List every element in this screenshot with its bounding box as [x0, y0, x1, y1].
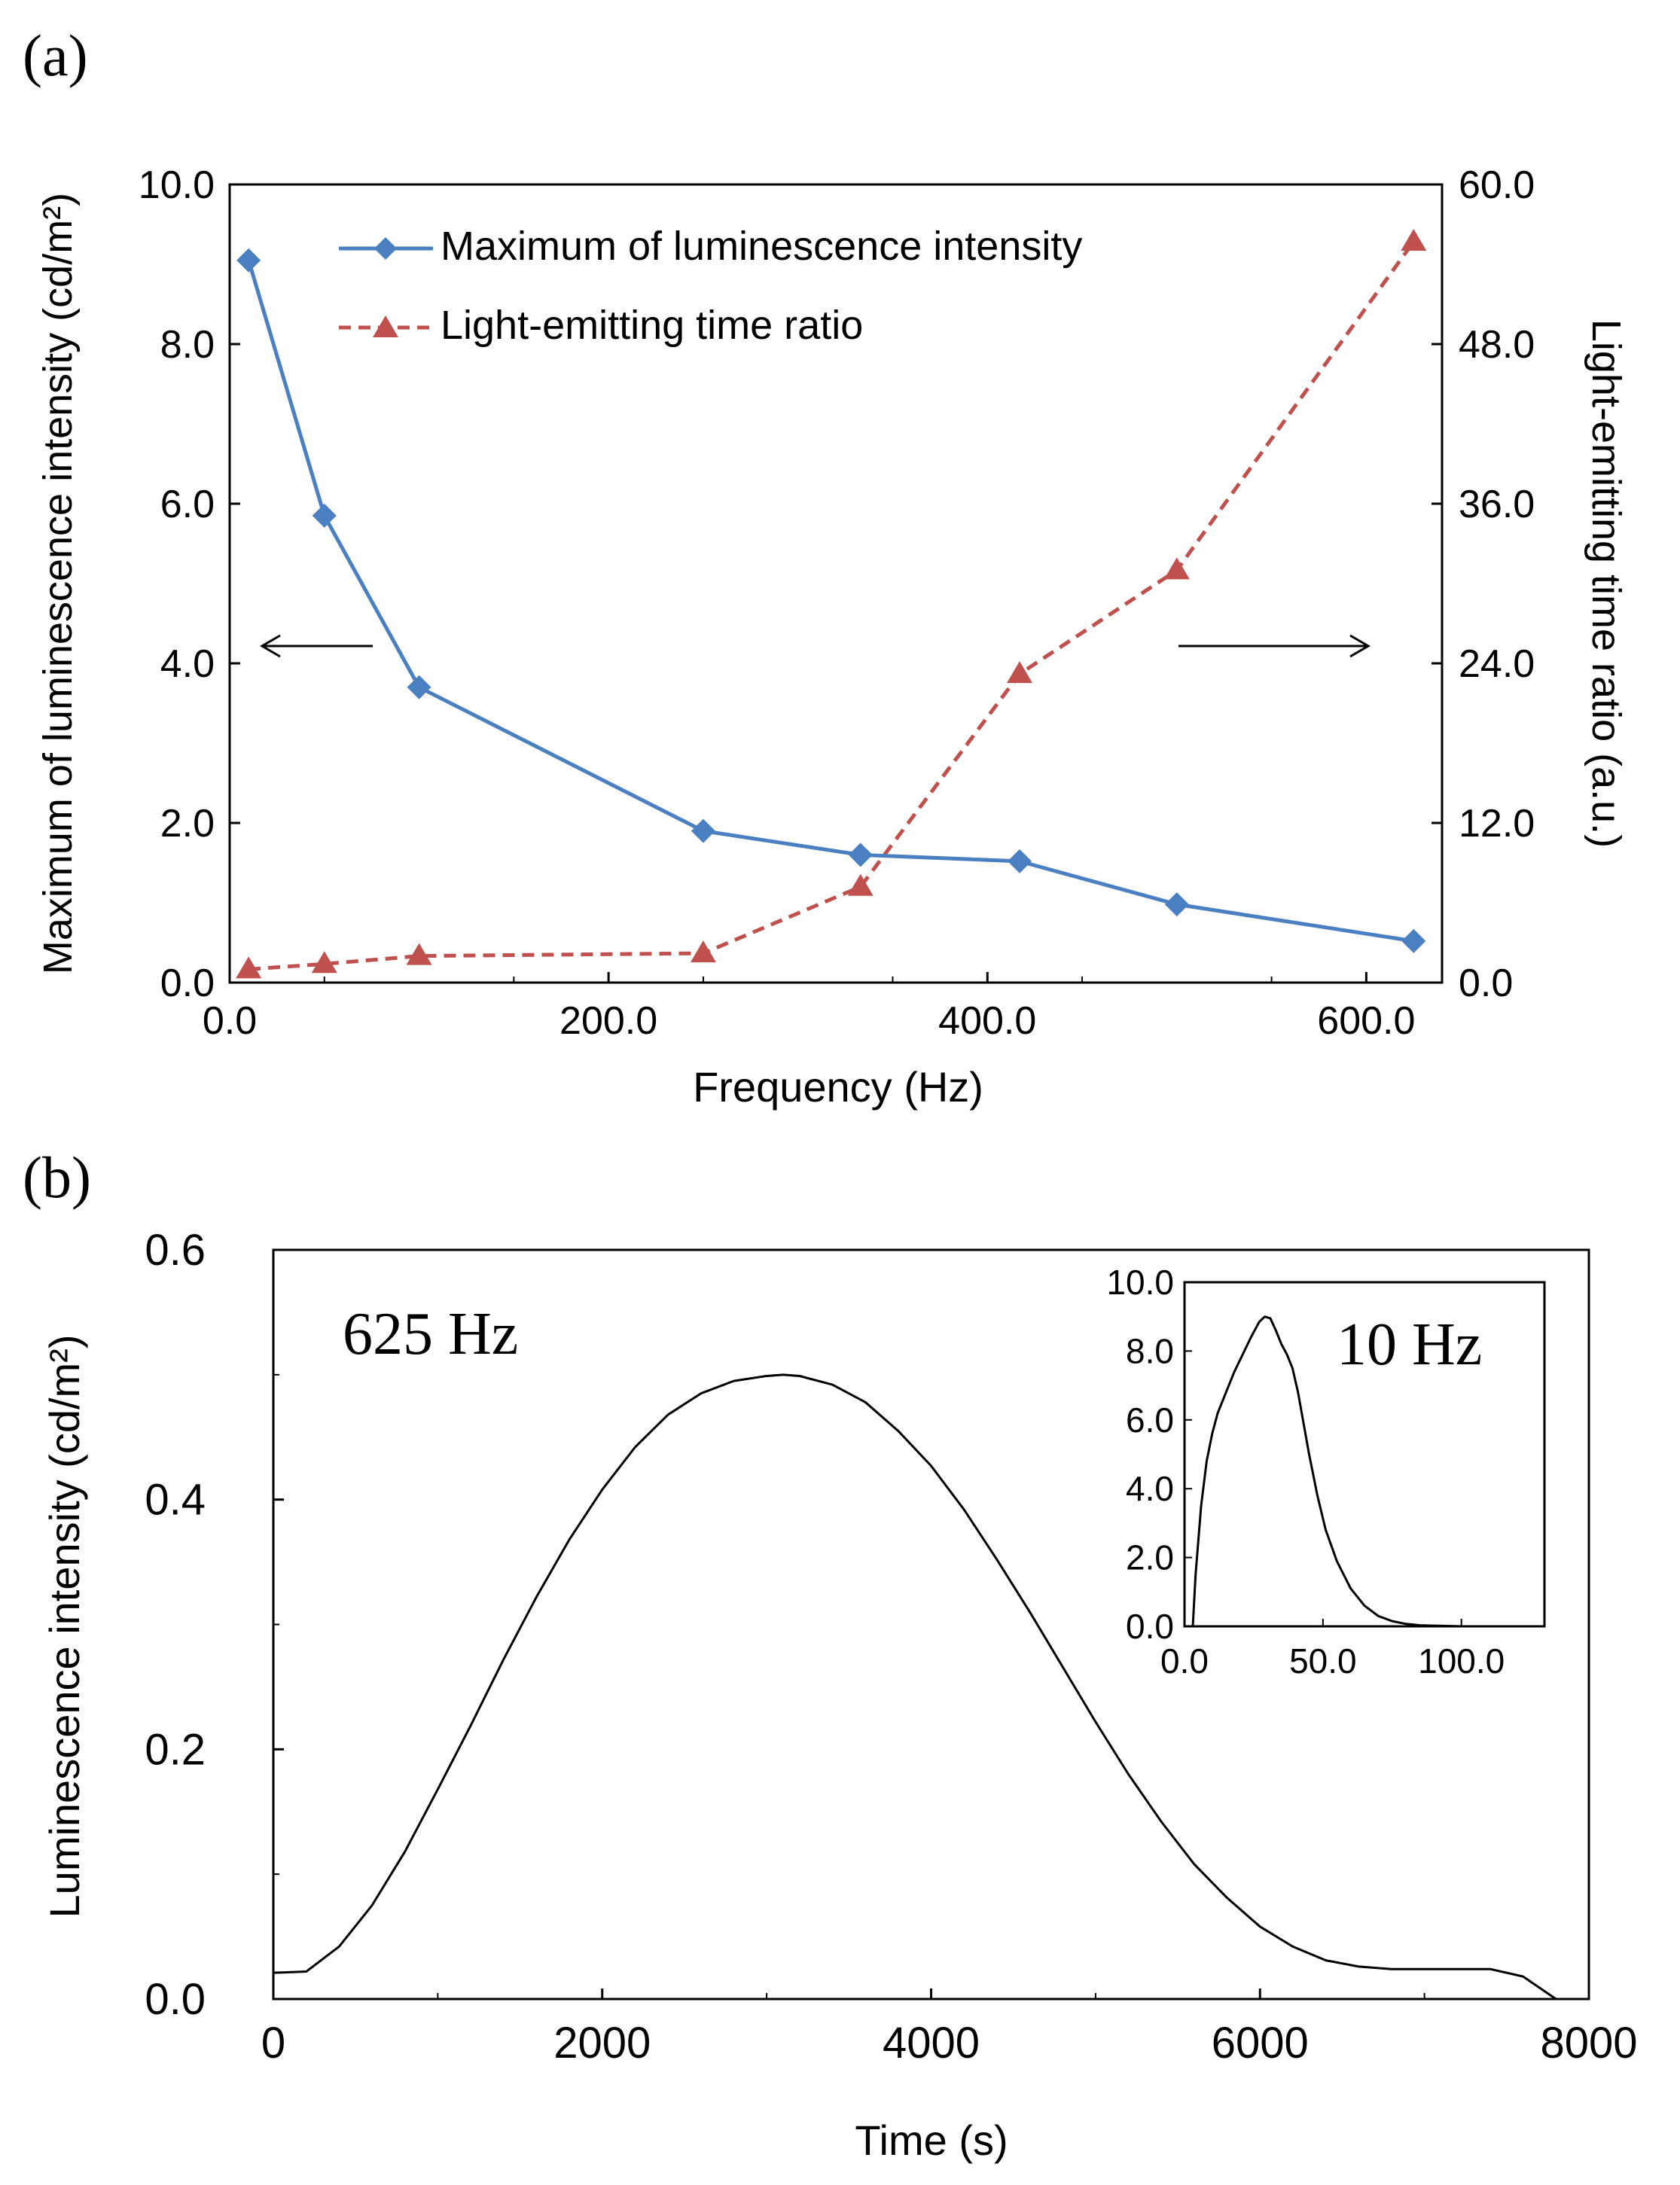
time-ratio-point: [311, 951, 337, 974]
y-tick-label: 0.0: [145, 1975, 206, 2024]
left-arrow-icon: [260, 634, 373, 658]
intensity-point: [407, 675, 431, 699]
y-tick-label: 8.0: [160, 323, 215, 367]
inset-y-tick-label: 8.0: [1126, 1331, 1174, 1370]
series-line-intensity: [246, 259, 1414, 943]
panel-a-series: [236, 228, 1427, 979]
panel-b-chart: 0 2000 4000 6000 8000 0.0 0.2 0.4 0.6 625 Hz Tim…: [41, 1226, 1638, 2164]
panel-a-plot-frame: [228, 183, 1444, 984]
y2-tick-label: 0.0: [1459, 961, 1513, 1005]
time-ratio-point: [847, 873, 874, 896]
inset-y-tick-label: 2.0: [1126, 1538, 1174, 1577]
legend-triangle-marker: [373, 315, 398, 337]
inset-chart: 0.0 50.0 100.0 0.0 2.0 4.0 6.0 8.0 10.0 10 Hz: [1106, 1263, 1546, 1681]
frequency-annotation-625hz: 625 Hz: [343, 1301, 518, 1367]
time-ratio-point: [690, 940, 716, 963]
inset-x-tick-label: 100.0: [1418, 1641, 1505, 1681]
inset-x-tick-label: 0.0: [1160, 1641, 1209, 1681]
y-tick-label: 0.4: [145, 1476, 206, 1525]
intensity-point: [312, 503, 337, 528]
y2-tick-label: 12.0: [1459, 802, 1535, 846]
inset-plot-frame: [1183, 1281, 1546, 1628]
x-tick-label: 0: [261, 2019, 285, 2068]
right-arrow-icon: [1178, 634, 1371, 658]
frequency-annotation-10hz: 10 Hz: [1337, 1312, 1482, 1378]
intensity-point: [691, 818, 715, 843]
intensity-point: [1008, 849, 1032, 873]
x-tick-label: 8000: [1540, 2019, 1637, 2068]
x-axis-label-time: Time (s): [855, 2116, 1008, 2164]
panel-b-label: (b): [23, 1144, 91, 1210]
x-tick-label: 2000: [553, 2019, 651, 2068]
y-tick-label: 0.2: [145, 1725, 206, 1774]
luminescence-curve-625hz: [273, 1373, 1557, 2001]
x-tick-label: 0.0: [203, 999, 257, 1043]
inset-x-tick-label: 50.0: [1289, 1641, 1357, 1681]
time-ratio-point: [1007, 661, 1033, 684]
x-tick-label: 600.0: [1317, 999, 1415, 1043]
x-tick-label: 400.0: [938, 999, 1036, 1043]
y2-tick-label: 48.0: [1459, 323, 1535, 367]
intensity-point: [848, 843, 873, 867]
x-tick-label: 200.0: [559, 999, 657, 1043]
y-tick-label: 10.0: [139, 163, 215, 207]
series-line-time-ratio: [248, 240, 1416, 971]
inset-y-tick-label: 0.0: [1126, 1607, 1174, 1646]
y2-tick-label: 24.0: [1459, 642, 1535, 686]
inset-y-tick-label: 10.0: [1106, 1263, 1174, 1302]
x-axis-label: Frequency (Hz): [693, 1063, 983, 1111]
y-tick-label: 0.0: [160, 961, 215, 1005]
panel-b-ticks: 0 2000 4000 6000 8000 0.0 0.2 0.4 0.6: [145, 1226, 1637, 2068]
time-ratio-point: [1163, 557, 1190, 580]
inset-series: [1185, 1315, 1544, 1628]
y-tick-label: 6.0: [160, 483, 215, 526]
time-ratio-point: [236, 956, 262, 979]
legend: Maximum of luminescence intensity Light-…: [339, 224, 1082, 348]
panel-a-chart: 0.0 200.0 400.0 600.0 0.0 2.0 4.0 6.0 8.0 10.0 0.0…: [35, 163, 1629, 1111]
y2-tick-label: 36.0: [1459, 483, 1535, 526]
y-tick-label: 2.0: [160, 802, 215, 846]
y-tick-label: 0.6: [145, 1226, 206, 1275]
inset-ticks: 0.0 50.0 100.0 0.0 2.0 4.0 6.0 8.0 10.0: [1106, 1263, 1505, 1681]
panel-a-label: (a): [23, 23, 88, 88]
panel-b-series: [273, 1373, 1557, 2001]
x-tick-label: 4000: [883, 2019, 980, 2068]
panel-a-ticks: 0.0 200.0 400.0 600.0 0.0 2.0 4.0 6.0 8.0 10.0 0.0…: [139, 163, 1535, 1043]
intensity-point: [1164, 892, 1189, 917]
y-axis-label-right: Light-emitting time ratio (a.u.): [1584, 319, 1629, 848]
intensity-point: [236, 248, 261, 273]
inset-y-tick-label: 4.0: [1126, 1469, 1174, 1508]
inset-y-tick-label: 6.0: [1126, 1400, 1174, 1440]
intensity-point: [1401, 928, 1426, 953]
x-tick-label: 6000: [1212, 2019, 1309, 2068]
time-ratio-point: [1401, 228, 1427, 251]
legend-label-time-ratio: Light-emitting time ratio: [441, 303, 863, 348]
y-axis-label-luminescence: Luminescence intensity (cd/m²): [41, 1335, 88, 1918]
luminescence-curve-10hz: [1185, 1315, 1544, 1628]
y-tick-label: 4.0: [160, 642, 215, 686]
legend-label-intensity: Maximum of luminescence intensity: [441, 224, 1082, 269]
legend-diamond-marker: [374, 237, 397, 260]
y2-tick-label: 60.0: [1459, 163, 1535, 207]
y-axis-label-left: Maximum of luminescence intensity (cd/m²…: [35, 193, 81, 974]
time-ratio-point: [406, 943, 432, 965]
